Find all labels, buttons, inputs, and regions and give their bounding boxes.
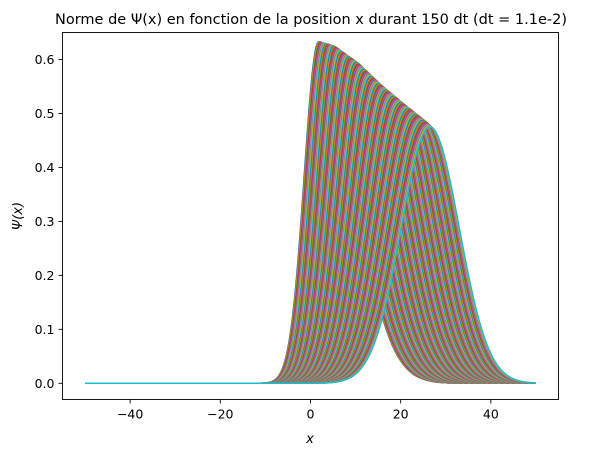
x-axis-ticks: −40 −20 0 20 40 — [117, 399, 499, 422]
y-tick-label: 0.3 — [35, 214, 55, 229]
y-tick-label: 0.4 — [35, 160, 55, 175]
y-tick-label: 0.5 — [35, 106, 55, 121]
x-tick-label: 0 — [307, 407, 315, 422]
x-tick-label: 20 — [393, 407, 409, 422]
x-tick-label: −40 — [117, 407, 143, 422]
x-tick-label: 40 — [483, 407, 499, 422]
series-line — [85, 126, 536, 385]
y-axis-ticks: 0.0 0.1 0.2 0.3 0.4 0.5 0.6 — [35, 52, 63, 391]
series-curves — [85, 40, 536, 385]
y-tick-label: 0.2 — [35, 268, 55, 283]
chart-title: Norme de Ψ(x) en fonction de la position… — [55, 12, 567, 28]
y-tick-label: 0.0 — [35, 376, 55, 391]
y-tick-label: 0.1 — [35, 322, 55, 337]
y-tick-label: 0.6 — [35, 52, 55, 67]
y-axis-title: Ψ(x) — [11, 202, 26, 230]
x-axis-title: x — [305, 432, 314, 447]
x-tick-label: −20 — [207, 407, 233, 422]
